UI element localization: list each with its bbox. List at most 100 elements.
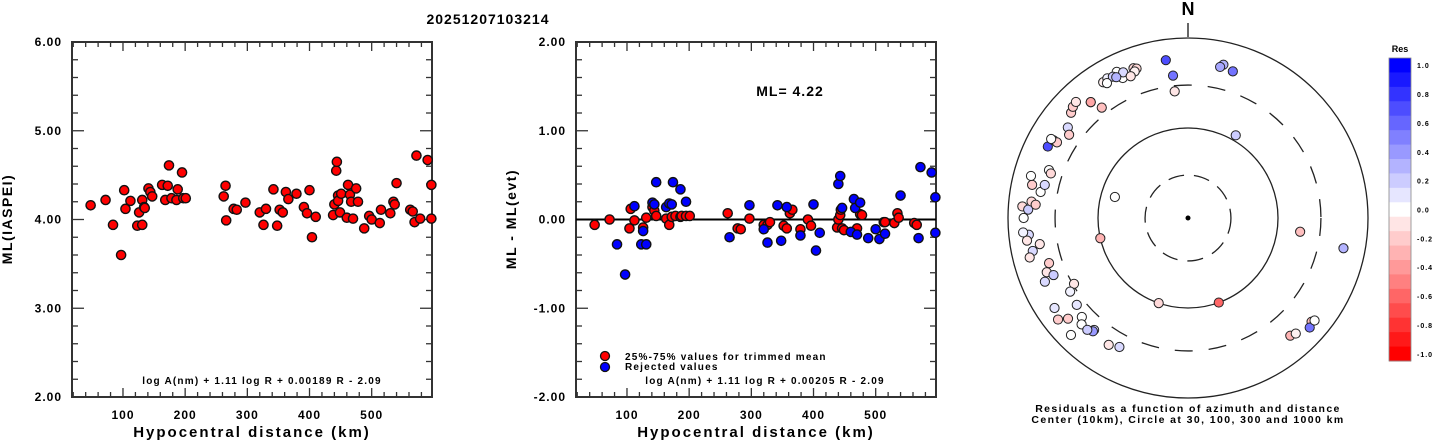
azimuth-residual-panel: N Residuals as a function of azimuth and… [1008,0,1433,426]
axis-ticks: 1002003004005002.003.004.005.006.00 [35,35,432,422]
x-tick-label: 400 [298,408,321,422]
data-point [302,209,311,218]
station-point [1168,71,1177,80]
station-point [1031,200,1040,209]
data-point [621,270,630,279]
data-point [360,224,369,233]
mean-magnitude-label: ML= 4.22 [756,83,824,99]
data-point [736,225,745,234]
y-tick-label: -1.00 [534,301,566,315]
data-point [745,201,754,210]
data-point [668,178,677,187]
data-point [811,246,820,255]
x-tick-label: 300 [236,408,259,422]
station-point [1086,97,1095,106]
y-tick-label: 5.00 [35,124,62,138]
data-point [927,168,936,177]
data-point [353,197,362,206]
y-tick-label: 2.00 [35,390,62,404]
data-point [782,202,791,211]
x-tick-label: 200 [678,408,701,422]
data-point [745,214,754,223]
station-point [1310,316,1319,325]
data-point [612,240,621,249]
epicenter-marker [1186,216,1191,221]
data-points [590,163,940,280]
x-tick-label: 400 [802,408,825,422]
colorbar-swatch [1389,202,1411,217]
station-point [1154,298,1163,307]
data-point [261,204,270,213]
data-point [241,198,250,207]
colorbar-tick-label: -0.8 [1417,323,1433,330]
data-point [163,181,172,190]
data-point [639,226,648,235]
data-point [806,221,815,230]
data-point [630,216,639,225]
data-point [676,185,685,194]
ml-iaspei-panel: 1002003004005002.003.004.005.006.00 Hypo… [0,35,436,441]
station-point [1040,180,1049,189]
data-point [681,197,690,206]
data-point [348,214,357,223]
station-point [1071,97,1080,106]
data-point [173,185,182,194]
station-point [1025,253,1034,262]
colorbar: 1.00.80.60.40.20.0-0.2-0.4-0.6-0.8-1.0 [1389,58,1433,362]
colorbar-swatch [1389,87,1411,102]
colorbar-swatch [1389,188,1411,203]
station-point [1066,330,1075,339]
station-point [1110,192,1119,201]
colorbar-swatch [1389,116,1411,131]
data-point [219,192,228,201]
station-point [1047,134,1056,143]
north-label: N [1182,0,1195,19]
station-point [1019,213,1028,222]
data-point [232,205,241,214]
data-point [108,220,117,229]
data-point [392,179,401,188]
station-point [1053,315,1062,324]
data-point [148,192,157,201]
station-point [1028,180,1037,189]
data-point [221,181,230,190]
data-point [642,213,651,222]
ml-residual-panel: 100200300400500-2.00-1.000.001.002.00 ML… [503,35,940,441]
station-residual-points [1018,56,1348,352]
legend-marker-rejected [601,363,610,372]
data-point [773,201,782,210]
data-point [412,151,421,160]
colorbar-swatch [1389,173,1411,188]
colorbar-swatch [1389,303,1411,318]
station-point [1126,72,1135,81]
station-point [1026,171,1035,180]
data-point [759,225,768,234]
station-point [1231,131,1240,140]
x-tick-label: 200 [174,408,197,422]
station-point [1064,130,1073,139]
formula-annotation: log A(nm) + 1.11 log R + 0.00189 R - 2.0… [142,376,381,387]
data-point [777,236,786,245]
data-point [222,216,231,225]
station-point [1104,340,1113,349]
figure-canvas: 20251207103214 1002003004005002.003.004.… [0,0,1437,441]
data-point [269,185,278,194]
data-point [126,196,135,205]
data-point [815,228,824,237]
data-point [177,168,186,177]
colorbar-tick-label: 1.0 [1417,63,1430,70]
station-point [1216,62,1225,71]
data-point [332,157,341,166]
colorbar-swatch [1389,145,1411,160]
data-point [181,194,190,203]
colorbar-tick-label: 0.8 [1417,92,1430,99]
y-tick-label: 0.00 [539,213,566,227]
colorbar-tick-label: -0.4 [1417,265,1433,272]
data-point [856,198,865,207]
polar-caption: Center (10km), Circle at 30, 100, 300 an… [1031,414,1344,426]
data-point [763,238,772,247]
station-point [1066,287,1075,296]
station-point [1170,87,1179,96]
station-point [1339,244,1348,253]
data-point [386,209,395,218]
